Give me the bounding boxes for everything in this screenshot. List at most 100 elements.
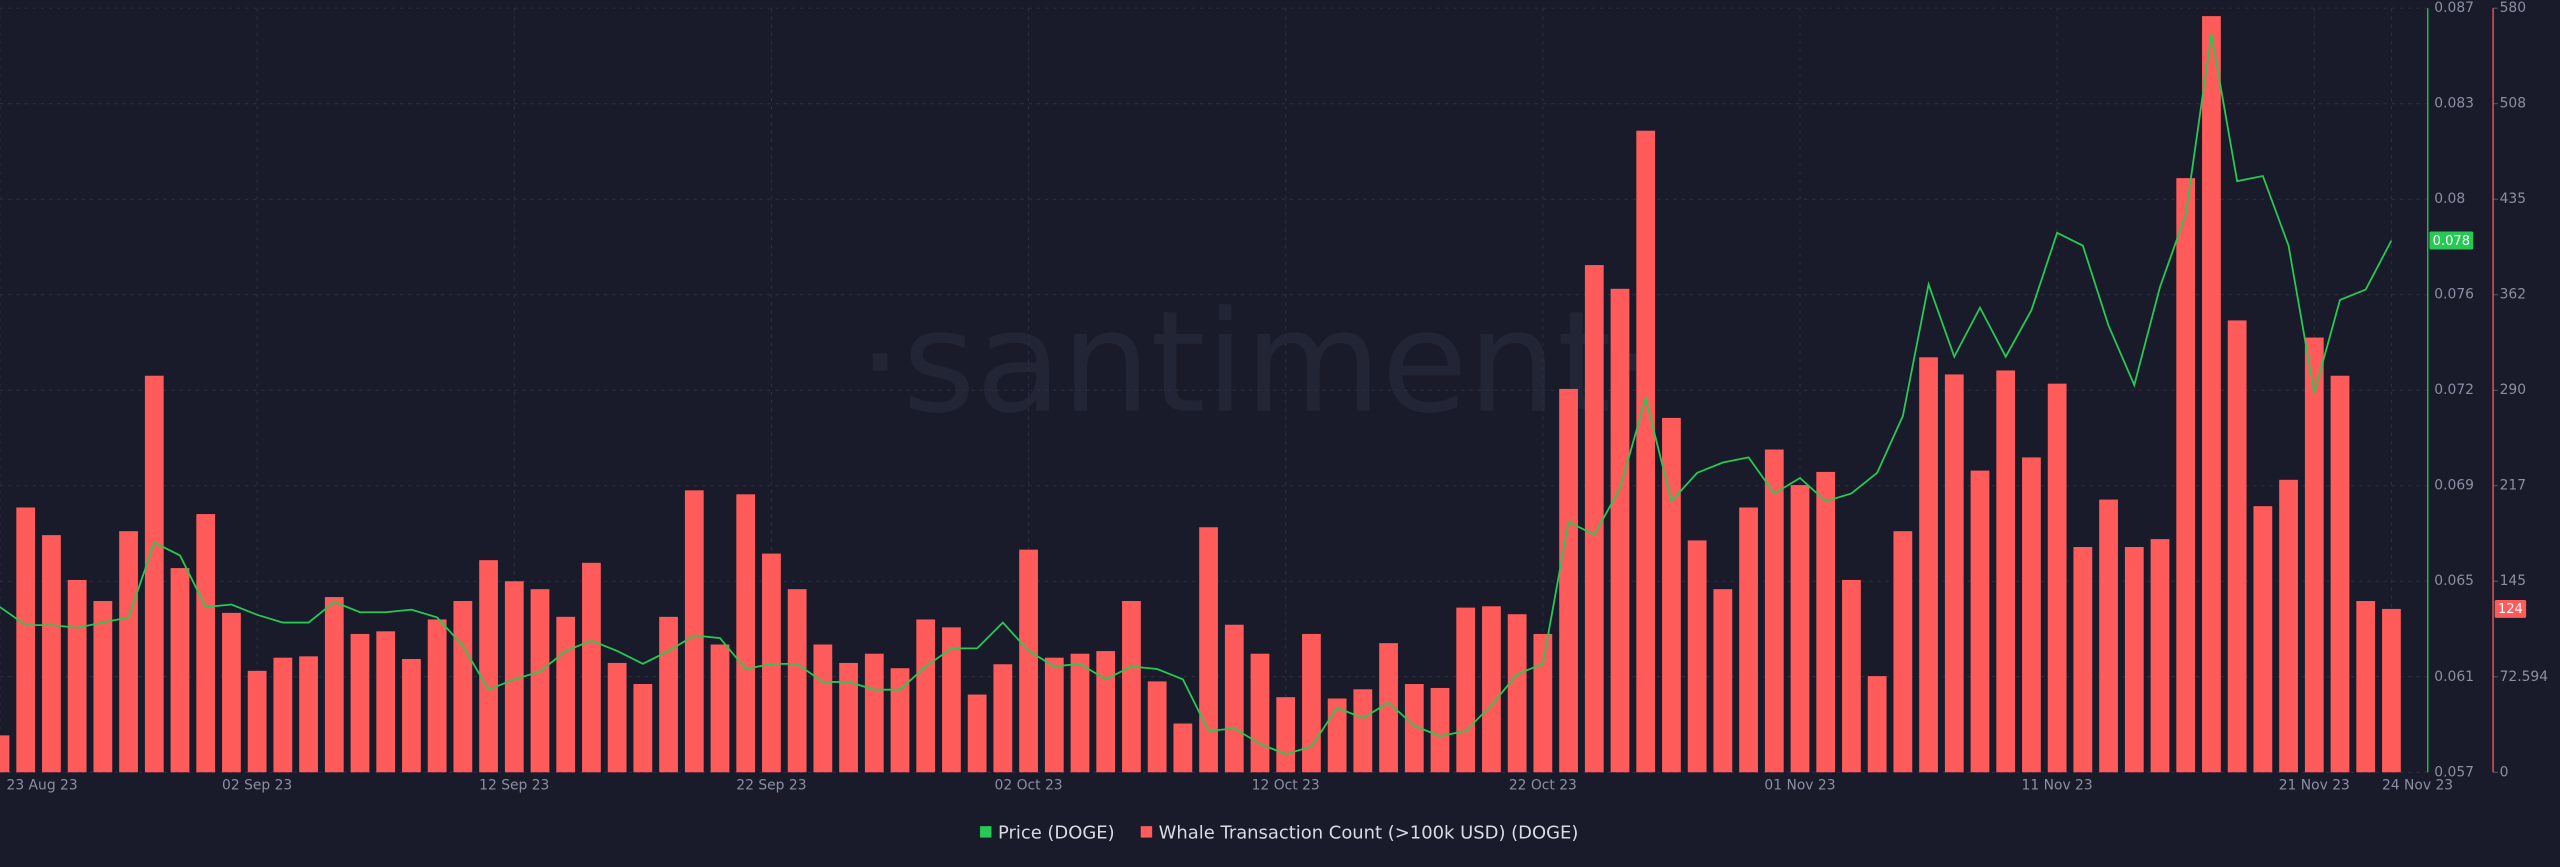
bar [196, 514, 216, 773]
y2-tick-label: 0.069 [2434, 478, 2474, 494]
y2-tick-label: 0.057 [2434, 764, 2474, 780]
bar [67, 579, 87, 773]
last-value-badge [2429, 231, 2474, 250]
x-tick-label: 24 Nov 23 [2382, 777, 2453, 793]
bar [1276, 697, 1296, 773]
y-tick-label: 508 [2500, 96, 2526, 112]
bar [839, 662, 858, 773]
bar [762, 553, 781, 773]
bar [2356, 601, 2376, 773]
bar [813, 644, 833, 773]
bar [119, 531, 138, 773]
bar [2099, 499, 2118, 773]
bar [1687, 540, 1707, 773]
bar [2176, 178, 2196, 773]
bar [0, 735, 10, 773]
bar [787, 589, 807, 773]
y-tick-label: 145 [2500, 573, 2526, 589]
bar [1764, 449, 1784, 773]
y-tick-label: 435 [2500, 191, 2526, 207]
bar [2227, 320, 2247, 773]
bar [1816, 471, 1836, 773]
bar [967, 694, 987, 773]
bar [1970, 470, 1990, 773]
bar [684, 490, 704, 773]
bar [1790, 485, 1810, 773]
bar [2150, 539, 2170, 773]
x-tick-label: 23 Aug 23 [7, 777, 78, 793]
last-value-badge [2494, 599, 2527, 618]
bar [2022, 457, 2041, 773]
bar [1867, 676, 1887, 773]
x-tick-label: 11 Nov 23 [2022, 777, 2093, 793]
bar [93, 601, 113, 773]
watermark: ·santiment· [858, 282, 1657, 445]
y-tick-label: 290 [2500, 382, 2526, 398]
bar [479, 560, 498, 773]
bar [1404, 684, 1424, 773]
bar [659, 616, 678, 773]
last-value-label: 0.078 [2433, 234, 2470, 249]
bar [1019, 549, 1038, 773]
bar [633, 684, 653, 773]
bar [1096, 651, 1116, 773]
bar [1456, 607, 1476, 773]
bar [1302, 633, 1321, 773]
bar [736, 494, 756, 773]
bar [607, 662, 627, 773]
bar [2047, 383, 2067, 773]
bar [993, 664, 1013, 773]
bar [299, 656, 318, 773]
bar [2124, 547, 2144, 773]
bar [1482, 606, 1501, 773]
bar [1559, 388, 1578, 773]
bar [582, 562, 601, 773]
legend: Price (DOGE) Whale Transaction Count (>10… [980, 823, 1578, 844]
bar [1070, 653, 1090, 773]
bar [504, 581, 524, 773]
bar [170, 568, 190, 773]
bar [273, 657, 293, 773]
bar [530, 589, 550, 773]
bar [1353, 689, 1373, 773]
bar [42, 535, 61, 773]
y-tick-label: 0 [2500, 764, 2509, 780]
bar [1430, 687, 1450, 773]
bar [1224, 624, 1244, 773]
bar [1327, 698, 1347, 773]
x-tick-label: 21 Nov 23 [2279, 777, 2350, 793]
y2-tick-label: 0.076 [2434, 287, 2474, 303]
y2-tick-label: 0.087 [2434, 0, 2474, 16]
bar [864, 653, 884, 773]
legend-label: Price (DOGE) [998, 823, 1115, 844]
bar [402, 658, 421, 773]
bar [942, 627, 961, 773]
x-tick-label: 02 Sep 23 [222, 777, 292, 793]
bar [1379, 643, 1398, 773]
bar [1173, 723, 1193, 773]
y2-tick-label: 0.072 [2434, 382, 2474, 398]
bar [556, 616, 576, 773]
x-tick-label: 22 Sep 23 [736, 777, 806, 793]
bar [1533, 633, 1553, 773]
bar [376, 631, 396, 773]
bar [1919, 357, 1938, 773]
bar [1122, 601, 1141, 773]
bar [2073, 547, 2093, 773]
x-tick-label: 02 Oct 23 [995, 777, 1063, 793]
bar [1610, 288, 1630, 773]
bar [324, 597, 344, 773]
bar [1199, 527, 1218, 773]
bar [16, 507, 36, 773]
bar [1662, 417, 1681, 773]
x-tick-label: 12 Oct 23 [1252, 777, 1320, 793]
bar [1713, 589, 1733, 773]
y2-tick-label: 0.061 [2434, 669, 2474, 685]
bar [2202, 16, 2221, 773]
legend-label: Whale Transaction Count (>100k USD) (DOG… [1159, 823, 1579, 844]
bar [1584, 265, 1604, 773]
bar [2253, 506, 2273, 773]
bar [1893, 531, 1913, 773]
